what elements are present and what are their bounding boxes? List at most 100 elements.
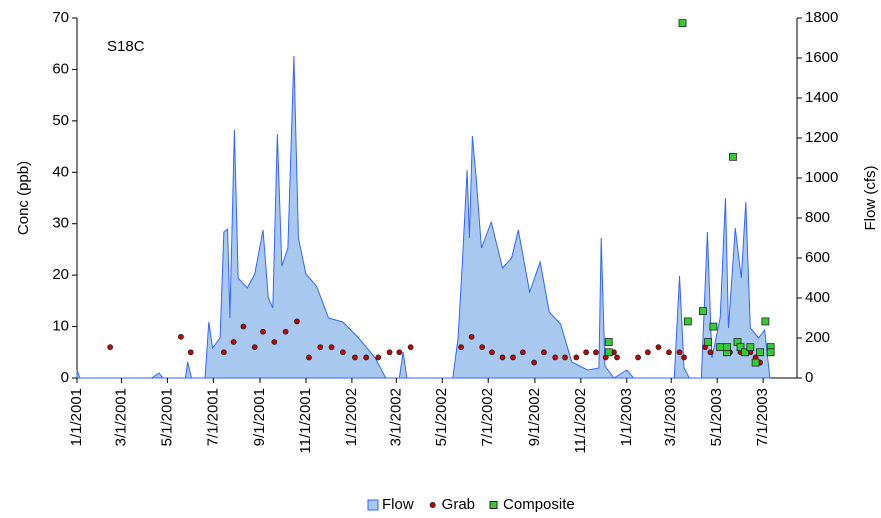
x-tick-label: 1/1/2002 <box>343 388 360 446</box>
composite-point <box>729 152 737 161</box>
grab-point <box>499 354 506 361</box>
y-axis-label: Conc (ppb) <box>15 161 32 235</box>
grab-point <box>635 354 641 361</box>
x-tick-label: 7/1/2001 <box>204 388 221 446</box>
composite-point <box>741 348 749 357</box>
composite-point <box>678 19 687 28</box>
grab-point <box>541 349 547 356</box>
grab-point <box>260 328 266 335</box>
legend-label: Composite <box>503 496 575 513</box>
x-tick-label: 3/1/2003 <box>662 388 679 446</box>
grab-point <box>328 344 335 351</box>
y2-tick-label: 1800 <box>805 9 838 26</box>
y2-tick-label: 400 <box>805 289 830 306</box>
x-tick-label: 3/1/2001 <box>112 388 129 446</box>
flow-area <box>76 55 771 379</box>
grab-point <box>386 349 393 356</box>
grab-point <box>220 349 227 356</box>
grab-point <box>178 333 184 340</box>
x-tick-label: 5/1/2002 <box>433 388 450 446</box>
y-tick-label: 70 <box>52 9 69 26</box>
grab-point <box>479 344 486 351</box>
grab-point <box>468 333 475 340</box>
x-tick-label: 5/1/2001 <box>158 388 175 446</box>
composite-point <box>604 338 613 346</box>
y-tick-label: 30 <box>52 215 69 232</box>
grab-point <box>593 349 599 356</box>
grab-point <box>407 344 414 351</box>
composite-point <box>736 343 745 352</box>
y-tick-label: 20 <box>52 266 69 283</box>
legend-swatch <box>489 501 498 509</box>
annotation: S18C <box>107 38 145 55</box>
x-tick-label: 9/1/2002 <box>526 388 543 446</box>
x-tick-label: 1/1/2003 <box>618 388 635 446</box>
y2-tick-label: 1400 <box>805 89 838 106</box>
x-tick-label: 11/1/2002 <box>572 388 589 454</box>
y2-tick-label: 0 <box>805 369 813 386</box>
grab-point <box>317 344 324 351</box>
composite-point <box>604 348 613 357</box>
y-tick-label: 60 <box>52 60 69 77</box>
composite-point <box>751 358 760 367</box>
y-tick-label: 0 <box>61 369 69 386</box>
grab-point <box>681 354 687 361</box>
composite-point <box>761 317 770 326</box>
grab-point <box>519 349 526 356</box>
grab-point <box>375 354 382 361</box>
composite-point <box>709 322 718 331</box>
composite-point <box>746 343 755 352</box>
y2-tick-label: 1000 <box>805 169 838 186</box>
composite-point <box>683 317 692 326</box>
grab-point <box>655 344 662 351</box>
y-tick-label: 40 <box>52 163 69 180</box>
x-tick-label: 3/1/2002 <box>387 388 404 446</box>
grab-point <box>458 344 465 351</box>
grab-point <box>573 354 580 361</box>
grab-point <box>230 339 237 345</box>
composite-point <box>723 343 731 352</box>
grab-point <box>676 349 683 356</box>
x-tick-label: 7/1/2002 <box>479 388 496 446</box>
legend-label: Grab <box>442 496 475 513</box>
grab-point <box>240 323 247 330</box>
grab-point <box>294 318 300 325</box>
composite-point <box>766 348 775 357</box>
composite-point <box>756 348 764 357</box>
composite-point <box>716 343 725 352</box>
x-tick-label: 1/1/2001 <box>68 388 85 446</box>
grab-point <box>510 354 516 361</box>
grab-point <box>282 328 289 335</box>
grab-point <box>614 354 620 361</box>
legend-swatch <box>429 502 436 508</box>
y2-tick-label: 1200 <box>805 129 838 146</box>
grab-point <box>107 344 114 351</box>
grab-point <box>352 354 358 361</box>
grab-point <box>489 349 495 356</box>
grab-point <box>666 349 672 356</box>
legend-label: Flow <box>382 496 414 513</box>
composite-point <box>698 307 707 316</box>
y2-tick-label: 600 <box>805 249 830 266</box>
x-tick-label: 5/1/2003 <box>708 388 725 446</box>
grab-point <box>531 359 538 366</box>
grab-point <box>271 339 278 345</box>
x-tick-label: 9/1/2001 <box>251 388 268 446</box>
y-tick-label: 10 <box>52 318 69 335</box>
grab-point <box>583 349 590 356</box>
grab-point <box>562 354 568 361</box>
composite-point <box>704 338 713 346</box>
y-tick-label: 50 <box>52 112 69 129</box>
y2-tick-label: 1600 <box>805 49 838 66</box>
grab-point <box>396 349 403 356</box>
grab-point <box>251 344 258 351</box>
grab-point <box>339 349 346 356</box>
legend-swatch <box>367 499 379 511</box>
y2-tick-label: 800 <box>805 209 830 226</box>
grab-point <box>306 354 312 361</box>
grab-point <box>363 354 370 361</box>
y2-tick-label: 200 <box>805 329 830 346</box>
x-tick-label: 7/1/2003 <box>754 388 771 446</box>
y2-axis-label: Flow (cfs) <box>862 166 879 231</box>
